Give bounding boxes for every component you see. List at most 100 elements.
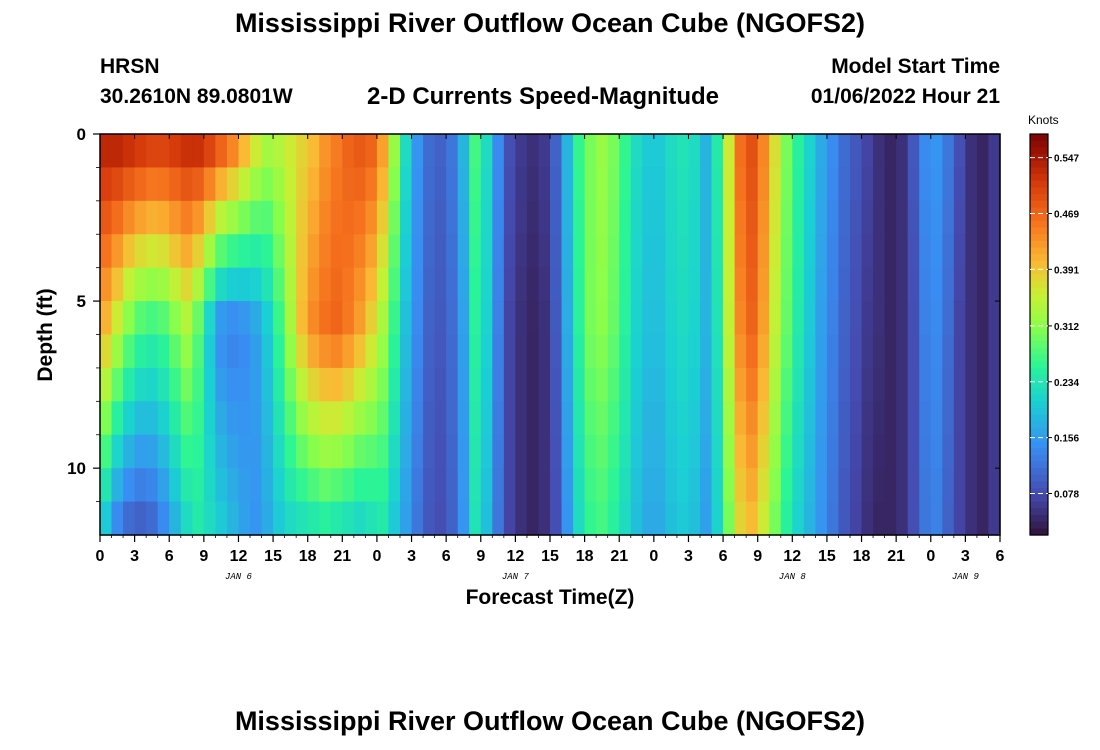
heatmap-cell [873, 367, 886, 402]
heatmap-cell [446, 401, 459, 436]
heatmap-cell [423, 468, 436, 503]
heatmap-cell [619, 401, 632, 436]
heatmap-cell [803, 401, 816, 436]
heatmap-cell [169, 468, 182, 503]
heatmap-cell [711, 301, 724, 336]
x-axis: 0 3 6 9 12 15 18 21 0 3 6 9 12 15 18 21 0 3 6 9 12 15 18 21 0 3 6 J… [96, 134, 1005, 582]
heatmap-cell [515, 334, 528, 369]
heatmap-cell [538, 200, 551, 235]
heatmap-cell [180, 401, 193, 436]
heatmap-cell [850, 401, 863, 436]
heatmap-cell [446, 367, 459, 402]
heatmap-cell [826, 200, 840, 235]
heatmap-cell [261, 134, 274, 169]
heatmap-cell [134, 334, 147, 369]
heatmap-cell [942, 401, 955, 436]
heatmap-cell [700, 167, 713, 202]
heatmap-cell [665, 301, 678, 336]
heatmap-cell [203, 267, 216, 302]
heatmap-cell [100, 234, 113, 269]
heatmap-cell [723, 134, 736, 169]
heatmap-cell [919, 468, 932, 503]
colorbar-segment [1030, 474, 1048, 483]
heatmap-cell [573, 401, 586, 436]
heatmap-cell [630, 234, 643, 269]
heatmap-cell [469, 468, 482, 503]
heatmap-cell [573, 200, 586, 235]
heatmap-cell [134, 301, 147, 336]
heatmap-cell [203, 468, 216, 503]
heatmap-cell [469, 434, 482, 469]
heatmap-cell [146, 401, 159, 436]
heatmap-cell [757, 401, 770, 436]
heatmap-cell [319, 468, 332, 503]
x-tick-label: 0 [926, 548, 935, 565]
heatmap-cell [907, 167, 920, 202]
heatmap-cell [307, 468, 320, 503]
heatmap-cell [492, 401, 505, 436]
heatmap-cell [100, 501, 113, 536]
heatmap-cell [665, 434, 678, 469]
heatmap-cell [353, 301, 366, 336]
heatmap-cell [688, 167, 701, 202]
heatmap-cell [953, 167, 966, 202]
heatmap-cell [861, 501, 874, 536]
heatmap-cell [261, 167, 274, 202]
heatmap-cell [953, 334, 966, 369]
heatmap-cell [538, 267, 551, 302]
heatmap-cell [815, 401, 828, 436]
heatmap-cell [388, 267, 401, 302]
heatmap-cell [665, 367, 678, 402]
heatmap-cell [711, 334, 724, 369]
heatmap-cell [757, 434, 770, 469]
heatmap-cell [711, 167, 724, 202]
heatmap-cell [953, 134, 966, 169]
heatmap-cell [780, 134, 793, 169]
heatmap-cell [826, 334, 840, 369]
heatmap-cell [365, 367, 378, 402]
x-tick-label: 3 [407, 548, 416, 565]
heatmap-cell [596, 134, 609, 169]
heatmap-cell [180, 367, 193, 402]
heatmap-cell [319, 167, 332, 202]
heatmap-cell [215, 334, 228, 369]
heatmap-cell [111, 301, 124, 336]
heatmap-cell [723, 234, 736, 269]
heatmap-cell [446, 134, 459, 169]
heatmap-cell [192, 167, 205, 202]
heatmap-cell [353, 167, 366, 202]
heatmap-cell [515, 367, 528, 402]
heatmap-cell [907, 334, 920, 369]
heatmap-cell [169, 267, 182, 302]
heatmap-cell [965, 501, 978, 536]
heatmap-cell [988, 367, 1001, 402]
heatmap-cell [896, 334, 909, 369]
heatmap-cell [676, 434, 690, 469]
heatmap-cell [976, 234, 990, 269]
heatmap-cell [515, 267, 528, 302]
heatmap-cell [203, 200, 216, 235]
x-tick-label: 18 [853, 548, 871, 565]
heatmap-cell [988, 501, 1001, 536]
heatmap-cell [423, 367, 436, 402]
heatmap-cell [284, 401, 297, 436]
heatmap-cell [134, 401, 147, 436]
heatmap-cell [930, 367, 943, 402]
heatmap-cell [596, 200, 609, 235]
x-tick-label: 6 [719, 548, 728, 565]
heatmap-cell [688, 334, 701, 369]
heatmap-cell [976, 434, 990, 469]
heatmap-cell [942, 501, 955, 536]
heatmap-cell [526, 200, 540, 235]
heatmap-cell [538, 367, 551, 402]
heatmap-cell [365, 501, 378, 536]
heatmap-cell [688, 234, 701, 269]
heatmap-cell [976, 334, 990, 369]
heatmap-cell [261, 367, 274, 402]
heatmap-cell [988, 234, 1001, 269]
heatmap-cell [330, 468, 343, 503]
heatmap-cell [630, 501, 643, 536]
heatmap-cell [146, 434, 159, 469]
heatmap-cell [573, 367, 586, 402]
heatmap-cell [215, 234, 228, 269]
